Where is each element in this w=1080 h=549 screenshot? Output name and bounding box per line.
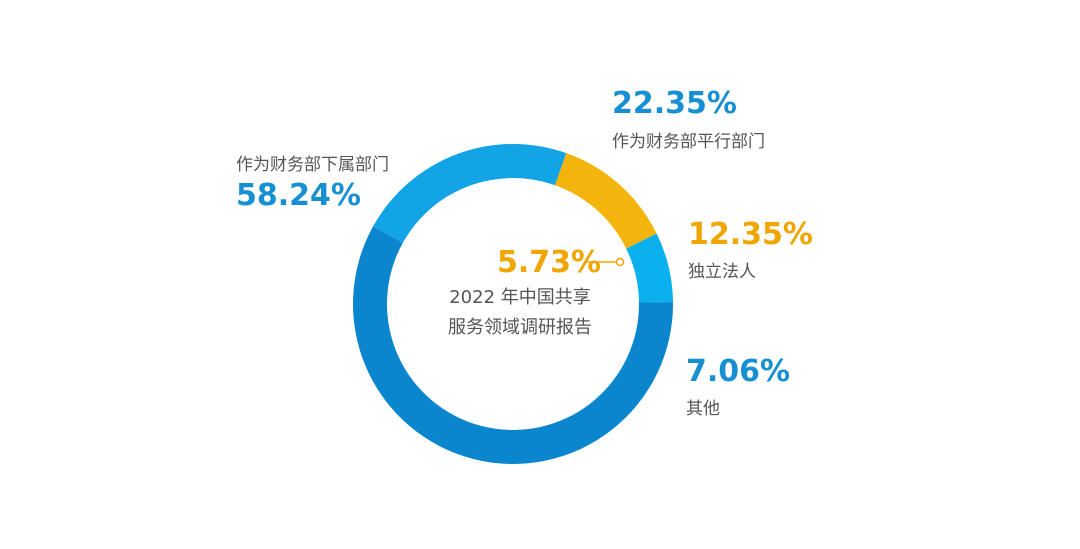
slice-label-other: 其他 bbox=[686, 399, 720, 419]
donut-slice-other bbox=[626, 233, 673, 303]
donut-slice-sub-dept bbox=[352, 226, 673, 465]
slice-label-parallel-dept: 作为财务部平行部门 bbox=[612, 132, 765, 152]
slice-value-parallel-dept: 22.35% bbox=[612, 86, 737, 121]
donut-slice-independent-entity bbox=[554, 153, 657, 249]
center-text-line-2: 服务领域调研报告 bbox=[448, 317, 592, 338]
slice-value-other: 7.06% bbox=[686, 354, 791, 389]
center-text-line-1: 2022 年中国共享 bbox=[449, 287, 591, 308]
slice-label-sub-dept: 作为财务部下属部门 bbox=[236, 155, 389, 175]
donut-slice-parallel-dept bbox=[373, 144, 567, 243]
annotation-value: 5.73% bbox=[497, 245, 602, 280]
slice-label-independent-entity: 独立法人 bbox=[688, 262, 756, 282]
slice-value-sub-dept: 58.24% bbox=[236, 178, 361, 213]
annotation-dot bbox=[615, 257, 625, 267]
slice-value-independent-entity: 12.35% bbox=[688, 217, 813, 252]
